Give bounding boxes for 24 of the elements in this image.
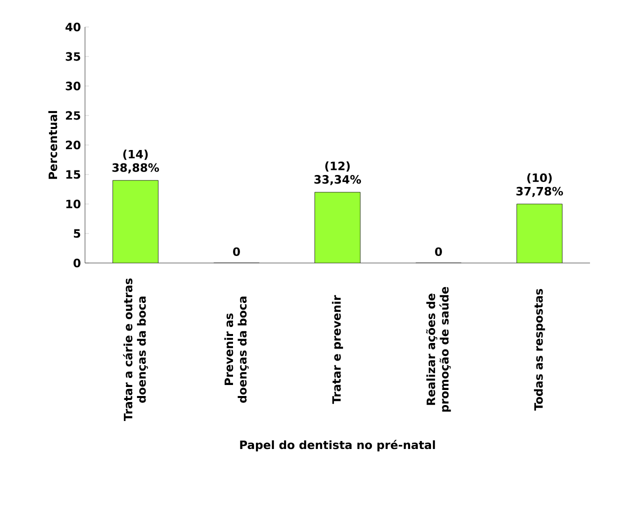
x-tick-label: Tratar a cárie e outras doenças da boca (123, 278, 148, 422)
x-tick-label: Todas as respostas (534, 288, 546, 411)
x-tick-label: Tratar e prevenir (332, 295, 344, 404)
bar (516, 204, 562, 263)
x-tick-label: Prevenir as doenças da boca (224, 296, 249, 403)
data-label: (10) 37,78% (516, 173, 563, 197)
data-label: 0 (435, 247, 442, 256)
x-tick-label: Realizar ações de promoção de saúde (426, 286, 451, 412)
y-tick-label: 25 (66, 111, 80, 120)
y-tick-label: 15 (66, 170, 80, 179)
y-tick-label: 0 (74, 258, 80, 268)
bar (314, 192, 360, 263)
y-tick-label: 20 (66, 140, 80, 150)
y-axis-title: Percentual (48, 111, 58, 179)
y-tick-label: 10 (66, 200, 80, 208)
y-tick-label: 5 (74, 229, 80, 238)
bar (112, 180, 158, 263)
data-label: (12) 33,34% (314, 161, 361, 186)
data-label: (14) 38,88% (112, 150, 159, 174)
x-axis-title: Papel do dentista no pré-natal (240, 440, 435, 452)
y-tick-label: 35 (66, 52, 80, 61)
y-tick-label: 30 (66, 82, 80, 90)
data-label: 0 (233, 247, 240, 256)
y-tick-label: 40 (66, 22, 80, 32)
